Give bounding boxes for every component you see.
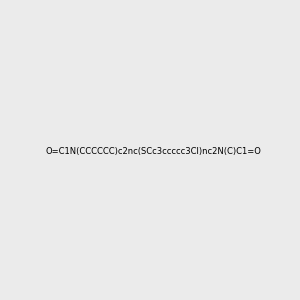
Text: O=C1N(CCCCCC)c2nc(SCc3ccccc3Cl)nc2N(C)C1=O: O=C1N(CCCCCC)c2nc(SCc3ccccc3Cl)nc2N(C)C1… [46, 147, 262, 156]
